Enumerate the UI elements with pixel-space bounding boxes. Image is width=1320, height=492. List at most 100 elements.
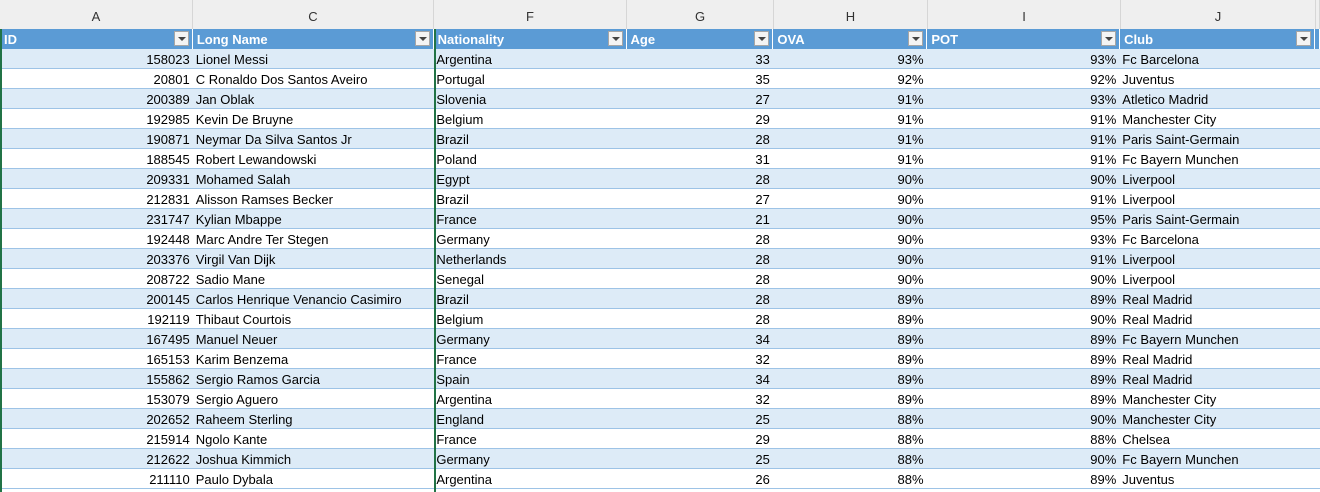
cell-nationality[interactable]: England xyxy=(436,412,485,427)
cell-id[interactable]: 192448 xyxy=(146,232,190,247)
cell-next[interactable] xyxy=(1314,269,1320,288)
cell-nationality[interactable]: Egypt xyxy=(436,172,470,187)
cell-ova[interactable]: 91% xyxy=(897,152,924,167)
cell-next[interactable] xyxy=(1314,429,1320,448)
cell-pot[interactable]: 90% xyxy=(1090,452,1117,467)
cell-pot[interactable]: 90% xyxy=(1090,412,1117,427)
cell-club[interactable]: Real Madrid xyxy=(1122,312,1193,327)
cell-age[interactable]: 33 xyxy=(755,52,770,67)
cell-pot[interactable]: 89% xyxy=(1090,352,1117,367)
cell-id[interactable]: 211110 xyxy=(149,472,190,487)
cell-club[interactable]: Juventus xyxy=(1122,72,1175,87)
cell-long-name[interactable]: Paulo Dybala xyxy=(195,472,274,487)
cell-id[interactable]: 165153 xyxy=(146,352,190,367)
cell-long-name[interactable]: Raheem Sterling xyxy=(195,412,293,427)
cell-nationality[interactable]: Germany xyxy=(436,452,490,467)
column-letter-c[interactable]: C xyxy=(193,0,434,29)
filter-dropdown-icon[interactable] xyxy=(1101,31,1117,46)
cell-next[interactable] xyxy=(1314,209,1320,228)
cell-long-name[interactable]: Joshua Kimmich xyxy=(195,452,292,467)
cell-ova[interactable]: 88% xyxy=(897,472,924,487)
cell-next[interactable] xyxy=(1314,389,1320,408)
cell-id[interactable]: 158023 xyxy=(146,52,190,67)
cell-club[interactable]: Chelsea xyxy=(1122,432,1170,447)
cell-age[interactable]: 34 xyxy=(755,332,770,347)
cell-next[interactable] xyxy=(1314,129,1320,148)
cell-nationality[interactable]: Portugal xyxy=(436,72,485,87)
cell-long-name[interactable]: Marc Andre Ter Stegen xyxy=(195,232,329,247)
cell-nationality[interactable]: Netherlands xyxy=(436,252,507,267)
filter-dropdown-icon[interactable] xyxy=(607,31,623,46)
cell-club[interactable]: Manchester City xyxy=(1122,392,1217,407)
cell-club[interactable]: Paris Saint-Germain xyxy=(1122,212,1240,227)
cell-id[interactable]: 203376 xyxy=(146,252,190,267)
column-letter-a[interactable]: A xyxy=(0,0,193,29)
cell-next[interactable] xyxy=(1314,289,1320,308)
cell-ova[interactable]: 88% xyxy=(897,412,924,427)
cell-ova[interactable]: 88% xyxy=(897,432,924,447)
cell-nationality[interactable]: Germany xyxy=(436,332,490,347)
cell-ova[interactable]: 88% xyxy=(897,452,924,467)
cell-age[interactable]: 34 xyxy=(755,372,770,387)
cell-id[interactable]: 192119 xyxy=(147,312,190,327)
cell-pot[interactable]: 89% xyxy=(1090,472,1117,487)
cell-pot[interactable]: 95% xyxy=(1090,212,1117,227)
filter-dropdown-icon[interactable] xyxy=(1296,31,1312,46)
cell-id[interactable]: 231747 xyxy=(146,212,190,227)
cell-nationality[interactable]: Belgium xyxy=(436,312,484,327)
cell-age[interactable]: 31 xyxy=(755,152,770,167)
header-cell-pot[interactable]: POT xyxy=(927,29,1121,49)
cell-age[interactable]: 28 xyxy=(755,272,770,287)
header-cell-age[interactable]: Age xyxy=(627,29,774,49)
cell-id[interactable]: 155862 xyxy=(146,372,190,387)
cell-age[interactable]: 29 xyxy=(755,112,770,127)
cell-long-name[interactable]: Jan Oblak xyxy=(195,92,255,107)
header-cell-ova[interactable]: OVA xyxy=(773,29,928,49)
cell-club[interactable]: Paris Saint-Germain xyxy=(1122,132,1240,147)
cell-age[interactable]: 32 xyxy=(755,392,770,407)
filter-dropdown-icon[interactable] xyxy=(754,31,770,46)
header-cell-id[interactable]: ID xyxy=(0,29,193,49)
cell-nationality[interactable]: France xyxy=(436,432,477,447)
cell-ova[interactable]: 91% xyxy=(897,92,924,107)
cell-age[interactable]: 21 xyxy=(755,212,770,227)
cell-next[interactable] xyxy=(1314,449,1320,468)
cell-club[interactable]: Real Madrid xyxy=(1122,372,1193,387)
column-letter-j[interactable]: J xyxy=(1121,0,1316,29)
cell-next[interactable] xyxy=(1314,189,1320,208)
cell-age[interactable]: 28 xyxy=(755,292,770,307)
cell-club[interactable]: Fc Barcelona xyxy=(1122,232,1199,247)
column-letter-i[interactable]: I xyxy=(928,0,1121,29)
cell-age[interactable]: 27 xyxy=(755,192,770,207)
cell-ova[interactable]: 90% xyxy=(897,232,924,247)
cell-nationality[interactable]: Germany xyxy=(436,232,490,247)
cell-ova[interactable]: 93% xyxy=(897,52,924,67)
cell-club[interactable]: Liverpool xyxy=(1122,192,1176,207)
cell-pot[interactable]: 90% xyxy=(1090,312,1117,327)
cell-age[interactable]: 28 xyxy=(755,172,770,187)
cell-club[interactable]: Fc Bayern Munchen xyxy=(1122,152,1239,167)
cell-next[interactable] xyxy=(1314,309,1320,328)
cell-nationality[interactable]: Brazil xyxy=(436,192,469,207)
cell-long-name[interactable]: C Ronaldo Dos Santos Aveiro xyxy=(195,72,368,87)
cell-id[interactable]: 209331 xyxy=(146,172,190,187)
cell-next[interactable] xyxy=(1314,49,1320,68)
cell-pot[interactable]: 90% xyxy=(1090,272,1117,287)
cell-id[interactable]: 188545 xyxy=(146,152,190,167)
cell-pot[interactable]: 91% xyxy=(1090,192,1117,207)
cell-nationality[interactable]: France xyxy=(436,352,477,367)
cell-pot[interactable]: 89% xyxy=(1090,372,1117,387)
cell-club[interactable]: Fc Barcelona xyxy=(1122,52,1199,67)
cell-club[interactable]: Manchester City xyxy=(1122,412,1217,427)
cell-long-name[interactable]: Sergio Aguero xyxy=(195,392,279,407)
cell-id[interactable]: 167495 xyxy=(146,332,190,347)
cell-age[interactable]: 25 xyxy=(755,412,770,427)
cell-club[interactable]: Real Madrid xyxy=(1122,292,1193,307)
header-cell-club[interactable]: Club xyxy=(1120,29,1316,49)
cell-ova[interactable]: 90% xyxy=(897,212,924,227)
column-letter-g[interactable]: G xyxy=(627,0,774,29)
cell-age[interactable]: 32 xyxy=(755,352,770,367)
cell-long-name[interactable]: Virgil Van Dijk xyxy=(195,252,276,267)
cell-pot[interactable]: 89% xyxy=(1090,292,1117,307)
cell-next[interactable] xyxy=(1314,409,1320,428)
